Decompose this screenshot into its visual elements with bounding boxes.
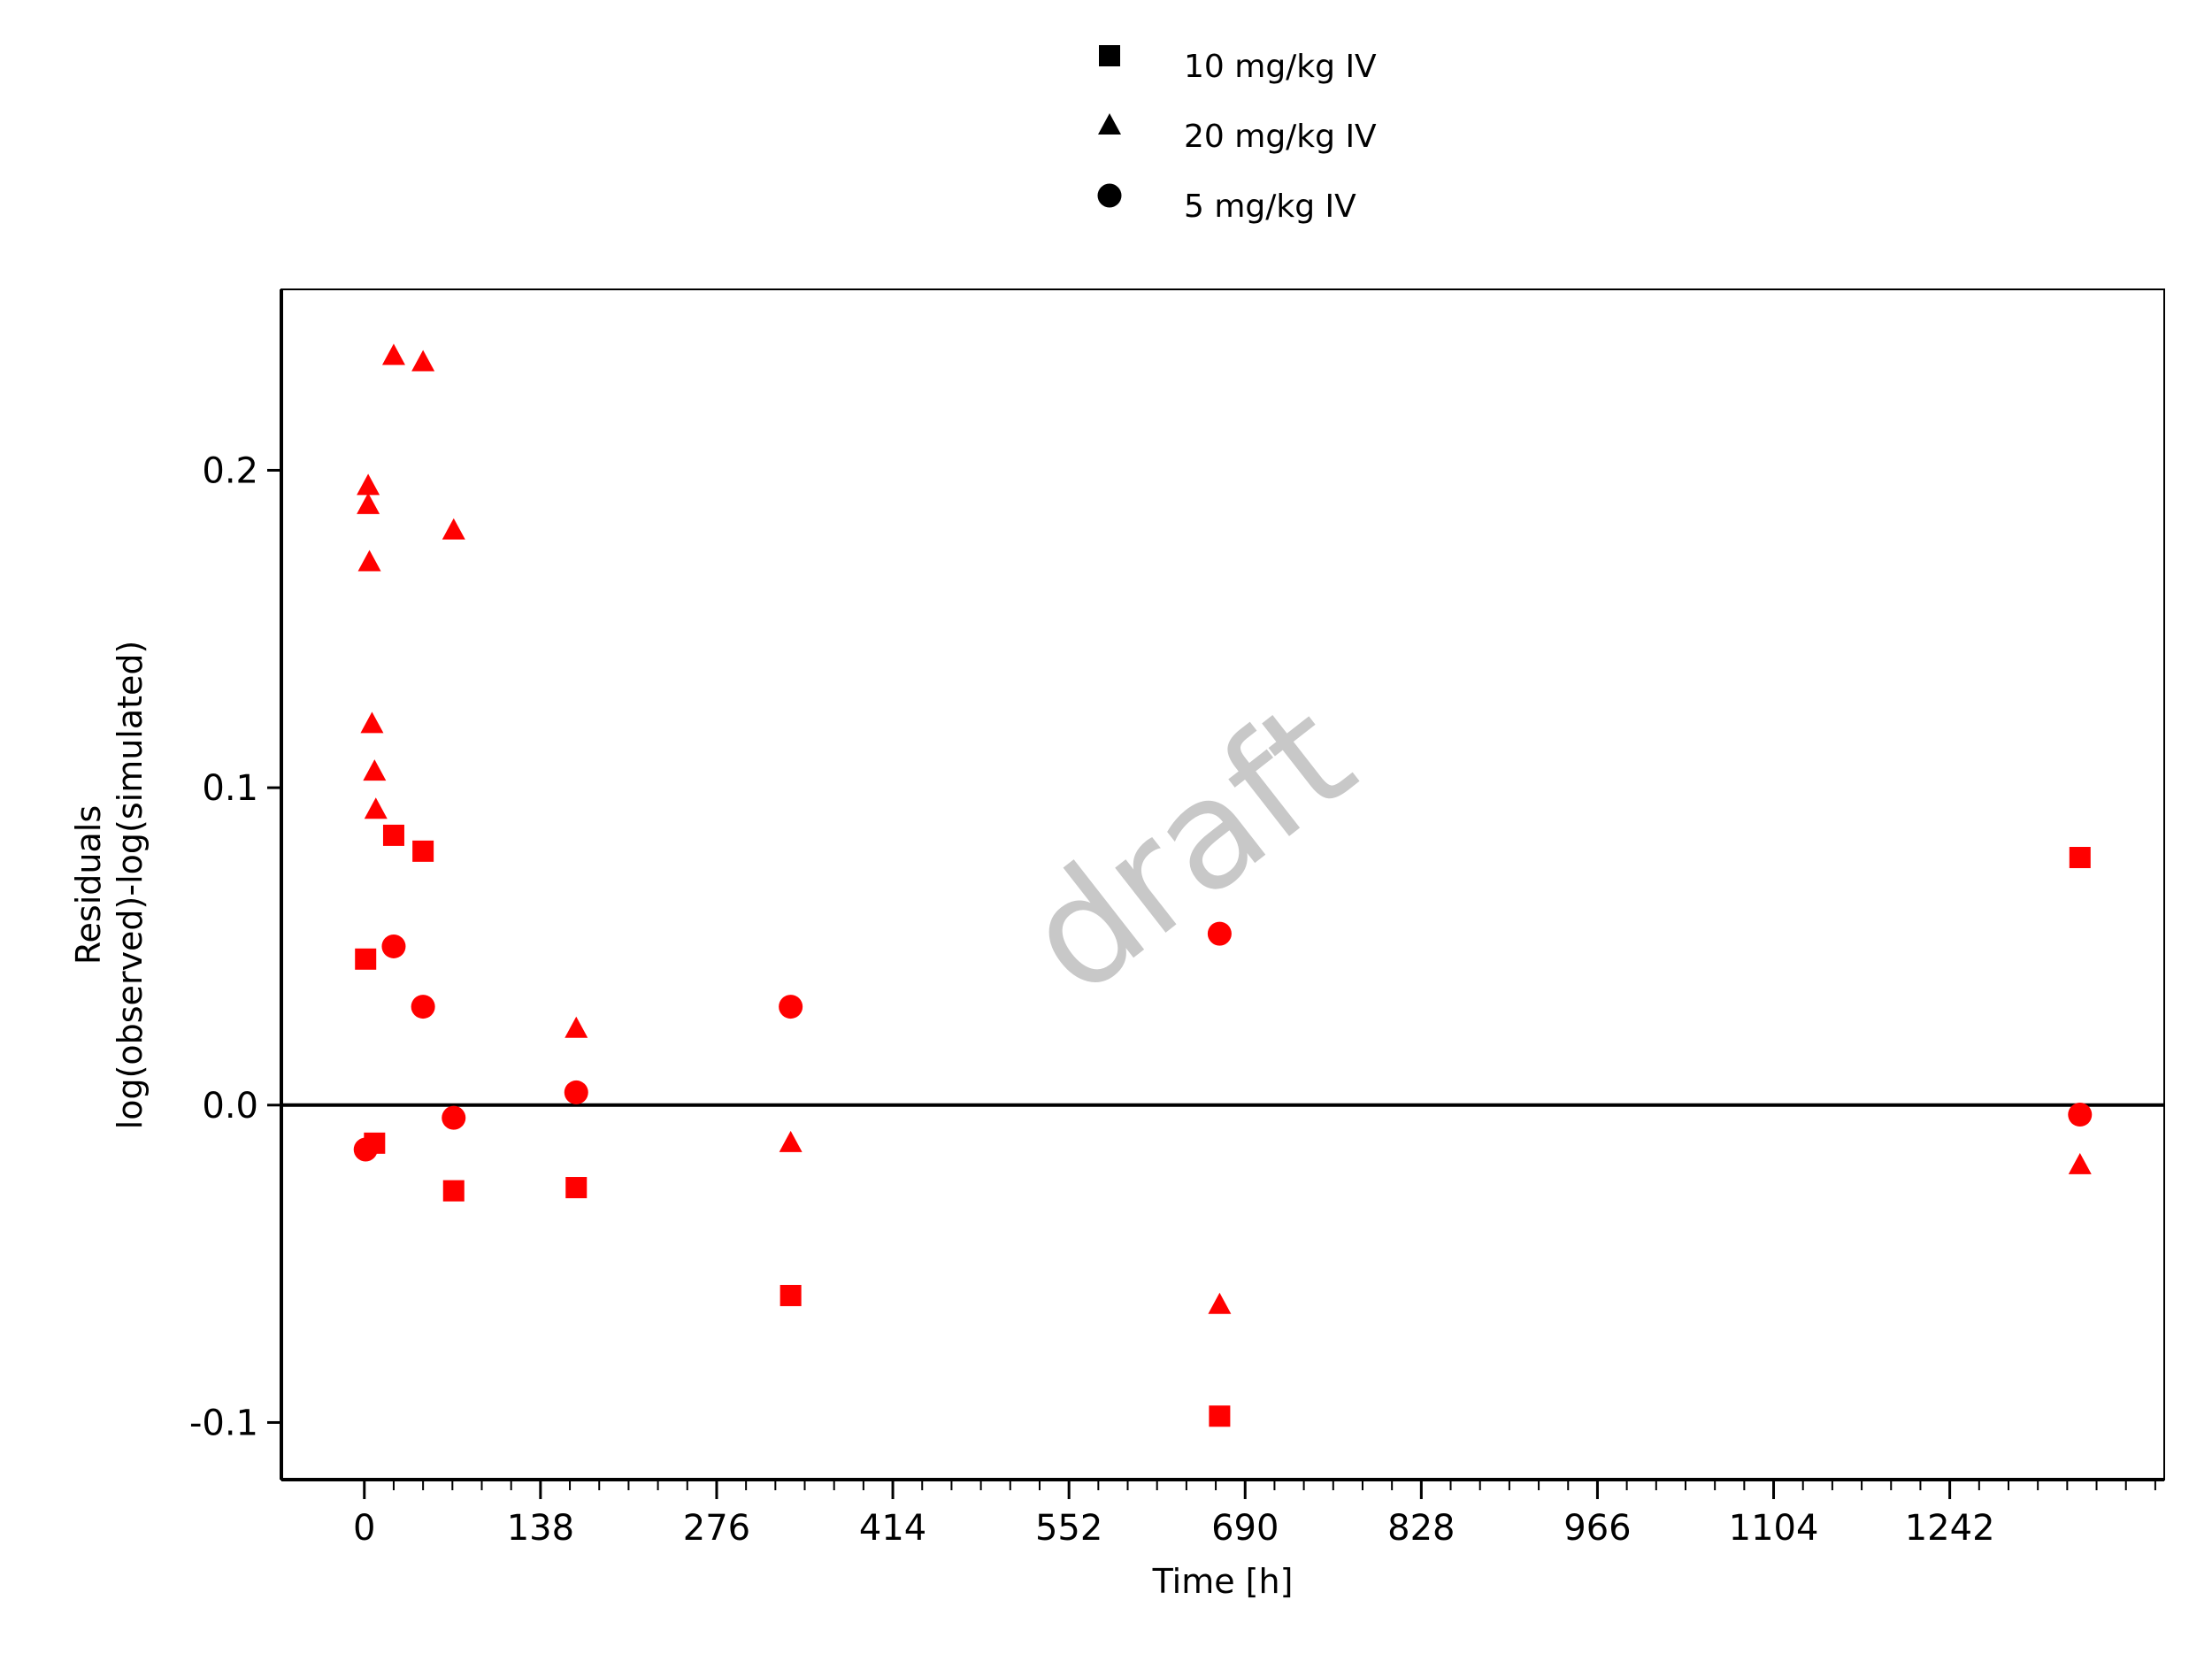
data-point-triangle	[565, 1016, 588, 1038]
x-tick-label: 828	[1387, 1508, 1455, 1549]
data-point-circle	[381, 934, 406, 958]
y-tick-label: -0.1	[189, 1403, 258, 1443]
y-axis-label-line2: log(observed)-log(simulated)	[111, 641, 150, 1130]
axes: 0 138 276 414 552 690 828 966 1104 1242 -0.1 0.0 0.1…	[189, 288, 2165, 1549]
x-tick-label: 690	[1211, 1508, 1279, 1549]
data-point-triangle	[357, 473, 380, 496]
data-point-circle	[1207, 921, 1232, 946]
data-point-square	[382, 824, 404, 846]
y-tick-label: 0.2	[202, 450, 258, 491]
x-axis-label: Time [h]	[1152, 1562, 1294, 1601]
x-tick-label: 966	[1563, 1508, 1631, 1549]
data-point-circle	[353, 1137, 378, 1162]
y-tick-label: 0.1	[202, 768, 258, 809]
x-tick-label: 0	[353, 1508, 375, 1549]
data-point-triangle	[1208, 1292, 1232, 1314]
data-point-square	[442, 1180, 465, 1202]
data-point-triangle	[442, 518, 465, 540]
data-point-square	[355, 948, 377, 970]
data-point-triangle	[364, 797, 388, 819]
data-point-triangle	[779, 1130, 803, 1152]
legend-label: 10 mg/kg IV	[1184, 49, 1377, 85]
x-tick-label: 276	[683, 1508, 750, 1549]
x-tick-label: 1242	[1905, 1508, 1995, 1549]
watermark-text: draft	[995, 669, 1385, 1028]
data-point-circle	[2068, 1103, 2093, 1127]
data-point-triangle	[363, 759, 387, 781]
data-point-square	[412, 840, 434, 862]
y-tick-label: 0.0	[202, 1086, 258, 1127]
data-point-square	[565, 1177, 588, 1199]
data-point-circle	[779, 995, 803, 1019]
data-point-triangle	[381, 343, 405, 365]
y-axis-label-line1: Residuals	[69, 805, 108, 965]
legend-label: 5 mg/kg IV	[1184, 188, 1356, 225]
data-point-circle	[442, 1105, 466, 1130]
data-point-triangle	[357, 492, 380, 514]
data-point-triangle	[360, 711, 384, 734]
x-tick-label: 414	[859, 1508, 926, 1549]
legend-circle-icon	[1097, 183, 1122, 208]
data-point-triangle	[357, 550, 381, 572]
plot-area	[281, 343, 2164, 1427]
data-point-triangle	[2068, 1152, 2092, 1174]
legend-triangle-icon	[1098, 113, 1121, 135]
x-tick-label: 138	[507, 1508, 574, 1549]
data-point-circle	[564, 1080, 588, 1104]
legend-label: 20 mg/kg IV	[1184, 119, 1377, 155]
data-point-triangle	[411, 350, 435, 372]
legend-square-icon	[1099, 45, 1120, 66]
x-tick-label: 552	[1035, 1508, 1102, 1549]
data-point-square	[780, 1284, 802, 1306]
data-point-square	[2069, 847, 2091, 869]
data-point-circle	[411, 995, 435, 1019]
x-tick-label: 1104	[1729, 1508, 1819, 1549]
legend: 10 mg/kg IV 20 mg/kg IV 5 mg/kg IV	[1097, 45, 1377, 225]
data-point-square	[1209, 1405, 1231, 1427]
